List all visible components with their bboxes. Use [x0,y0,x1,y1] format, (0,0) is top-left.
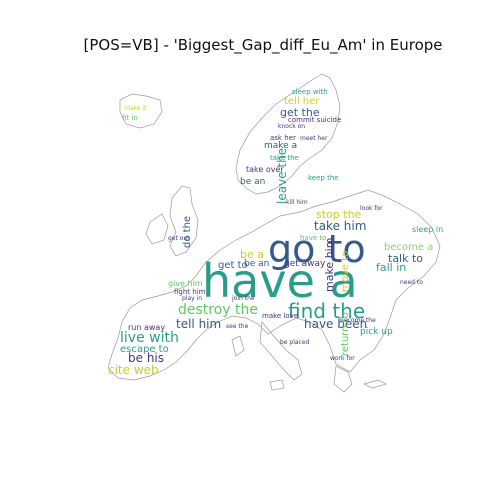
word-get-the: get the [280,106,320,119]
word-join-the: join the [231,295,255,302]
word-stop-the: stop the [316,208,362,221]
word-have-been: have been [304,317,367,331]
word-fight-him: fight him [174,288,206,296]
word-do-the: do the [182,216,193,248]
word-fit-in: fit in [122,114,138,122]
word-tell-him: tell him [176,317,221,331]
word-make-love: make love [262,312,298,320]
word-tell-her: tell her [284,96,320,107]
word-commit-suicide: commit suicide [288,116,341,124]
word-leave-the: leave the [275,148,289,204]
word-go-to: go to [268,227,366,271]
word-fall-in: fall in [376,261,406,274]
word-take-the: take the [270,154,299,162]
word-have-to: have to [300,234,326,242]
word-make-it: make it [124,105,147,112]
word-be-placed: be placed [280,339,310,346]
word-pick-up: pick up [360,327,393,337]
word-destroy-the: destroy the [178,302,258,318]
word-be-an-2: be an [244,259,269,269]
word-talk-to: talk to [388,252,423,265]
word-sleep-with: sleep with [292,88,328,96]
word-see-the: see the [226,323,249,330]
word-find-the: find the [288,299,365,323]
word-sleep-in: sleep in [412,225,443,234]
word-return-to: return to [340,312,351,356]
word-need-to: need to [400,279,423,286]
word-make-a: make a [264,141,297,151]
word-take-over: take over [246,165,284,174]
word-get-away: get away [284,259,326,269]
word-be-his: be his [128,351,164,365]
word-become-a: become a [384,242,433,253]
word-have-a: have a [202,254,358,308]
word-look-for: look for [360,205,383,212]
word-work-for: work for [330,355,355,362]
word-knock-on: knock on [278,123,305,130]
word-be-an-1: be an [240,177,265,187]
word-keep-the: keep the [308,174,339,182]
word-make-him: make him [323,238,336,292]
word-ask-her: ask her [270,134,296,142]
word-be-a: be a [240,248,264,261]
word-move-to: move to [340,251,351,292]
word-run-away: run away [128,323,165,332]
word-play-in: play in [182,295,202,302]
word-take-him: take him [314,219,366,233]
chart-title: [POS=VB] - 'Biggest_Gap_diff_Eu_Am' in E… [83,36,443,54]
word-become-the: become the [340,317,376,324]
word-meet-her: meet her [300,135,328,142]
europe-outline [107,73,441,393]
word-get-out: get out [168,235,190,242]
word-cite-web: cite web [108,363,159,377]
word-kill-him: kill him [286,199,308,206]
word-get-to: get to [218,260,248,271]
word-escape-to: escape to [120,344,169,355]
word-live-with: live with [120,330,179,346]
word-give-him: give him [168,279,203,288]
